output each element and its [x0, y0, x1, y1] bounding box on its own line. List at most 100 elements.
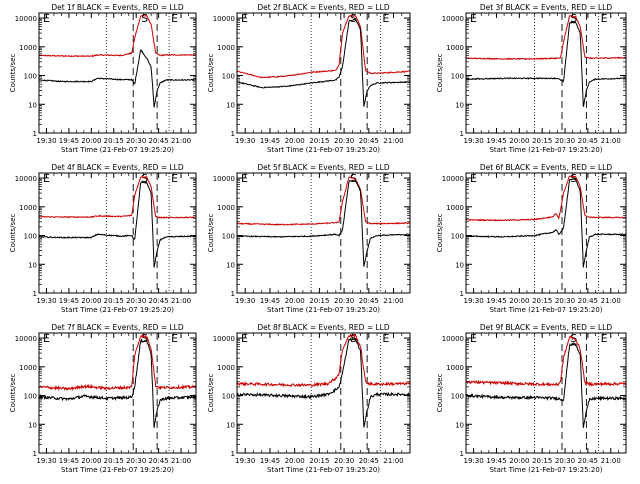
series-events-line: [466, 341, 626, 428]
y-tick-label: 10: [455, 421, 464, 429]
x-tick-label: 20:00: [509, 457, 529, 465]
x-tick-label: 20:15: [104, 457, 124, 465]
x-tick-label: 19:30: [464, 457, 484, 465]
y-tick-label: 10: [28, 421, 37, 429]
series-lld-line: [237, 333, 410, 388]
panel-det-8: E S E 1 10 100 1000 10000 Counts/sec 19:30 19:45 20…: [207, 323, 411, 474]
marker-letter: S: [141, 332, 148, 345]
series-lld-line: [237, 176, 410, 226]
y-axis-label: Counts/sec: [9, 214, 17, 253]
x-axis-label: Start Time (21-Feb-07 19:25:20): [489, 146, 602, 154]
plot-frame: [38, 332, 197, 454]
y-tick-label: 100: [451, 393, 464, 401]
x-tick-label: 19:45: [260, 137, 280, 145]
y-tick-label: 1: [460, 290, 464, 298]
y-tick-label: 1: [231, 130, 235, 138]
y-tick-label: 10000: [15, 335, 37, 343]
x-tick-label: 21:00: [383, 457, 403, 465]
y-tick-label: 1000: [217, 204, 235, 212]
marker-letter: E: [241, 12, 248, 25]
x-tick-label: 20:45: [578, 457, 598, 465]
y-axis-label: Counts/sec: [436, 54, 444, 93]
x-tick-label: 20:00: [285, 297, 305, 305]
y-tick-label: 100: [451, 73, 464, 81]
x-tick-label: 20:45: [359, 137, 379, 145]
x-tick-label: 20:45: [359, 297, 379, 305]
x-tick-label: 20:00: [285, 137, 305, 145]
plot-frame: [38, 12, 197, 134]
chart-title: Det 6f BLACK = Events, RED = LLD: [480, 163, 613, 172]
plot-frame: [465, 172, 627, 294]
chart-title: Det 8f BLACK = Events, RED = LLD: [257, 323, 390, 332]
y-tick-label: 1000: [217, 364, 235, 372]
series-events-line: [39, 49, 196, 108]
y-tick-label: 100: [24, 233, 37, 241]
x-tick-label: 20:45: [578, 297, 598, 305]
x-axis-label: Start Time (21-Feb-07 19:25:20): [61, 466, 174, 474]
x-axis-label: Start Time (21-Feb-07 19:25:20): [267, 466, 380, 474]
x-tick-label: 20:45: [149, 137, 169, 145]
x-tick-label: 20:30: [334, 137, 354, 145]
chart-title: Det 1f BLACK = Events, RED = LLD: [51, 3, 184, 12]
y-tick-label: 10000: [15, 15, 37, 23]
x-tick-label: 19:45: [486, 297, 506, 305]
y-tick-label: 100: [24, 393, 37, 401]
marker-letter: E: [601, 172, 608, 185]
series-lld-line: [466, 15, 626, 61]
y-tick-label: 1000: [446, 44, 464, 52]
y-axis-label: Counts/sec: [436, 374, 444, 413]
x-tick-label: 20:30: [555, 457, 575, 465]
x-axis-label: Start Time (21-Feb-07 19:25:20): [267, 306, 380, 314]
series-lld-line: [39, 14, 196, 58]
y-tick-label: 1: [33, 290, 37, 298]
marker-letter: E: [601, 12, 608, 25]
marker-letter: S: [141, 172, 148, 185]
marker-letter: S: [570, 12, 577, 25]
marker-letter: E: [171, 172, 178, 185]
y-axis-label: Counts/sec: [9, 374, 17, 413]
y-tick-label: 1: [33, 130, 37, 138]
x-tick-label: 20:00: [81, 137, 101, 145]
x-tick-label: 20:00: [509, 137, 529, 145]
marker-letter: E: [43, 332, 50, 345]
series-events-line: [237, 337, 410, 428]
y-tick-label: 100: [222, 73, 235, 81]
y-tick-label: 1: [231, 450, 235, 458]
y-tick-label: 10: [226, 421, 235, 429]
x-tick-label: 20:00: [509, 297, 529, 305]
y-tick-label: 10: [28, 101, 37, 109]
x-tick-label: 21:00: [601, 297, 621, 305]
x-tick-label: 21:00: [171, 137, 191, 145]
y-tick-label: 1000: [217, 44, 235, 52]
y-tick-label: 1: [33, 450, 37, 458]
plot-frame: [236, 12, 411, 134]
y-axis-label: Counts/sec: [436, 214, 444, 253]
y-tick-label: 10000: [442, 15, 464, 23]
series-events-line: [39, 338, 196, 428]
panel-det-2: E S E 1 10 100 1000 10000 Counts/sec 19:30 19:45 20…: [207, 3, 411, 154]
x-tick-label: 21:00: [171, 457, 191, 465]
x-tick-label: 20:15: [309, 457, 329, 465]
y-tick-label: 100: [451, 233, 464, 241]
y-tick-label: 1: [460, 130, 464, 138]
x-tick-label: 19:30: [235, 457, 255, 465]
series-events-line: [237, 179, 410, 267]
chart-title: Det 2f BLACK = Events, RED = LLD: [257, 3, 390, 12]
y-tick-label: 100: [222, 233, 235, 241]
x-tick-label: 21:00: [383, 137, 403, 145]
marker-letter: E: [43, 172, 50, 185]
plot-frame: [465, 332, 627, 454]
marker-letter: E: [470, 172, 477, 185]
x-tick-label: 21:00: [601, 457, 621, 465]
x-tick-label: 20:15: [532, 297, 552, 305]
y-tick-label: 100: [222, 393, 235, 401]
marker-letter: E: [470, 332, 477, 345]
marker-letter: S: [570, 172, 577, 185]
marker-letter: E: [241, 332, 248, 345]
x-tick-label: 19:45: [59, 297, 79, 305]
plot-frame: [465, 12, 627, 134]
y-tick-label: 1000: [19, 204, 37, 212]
